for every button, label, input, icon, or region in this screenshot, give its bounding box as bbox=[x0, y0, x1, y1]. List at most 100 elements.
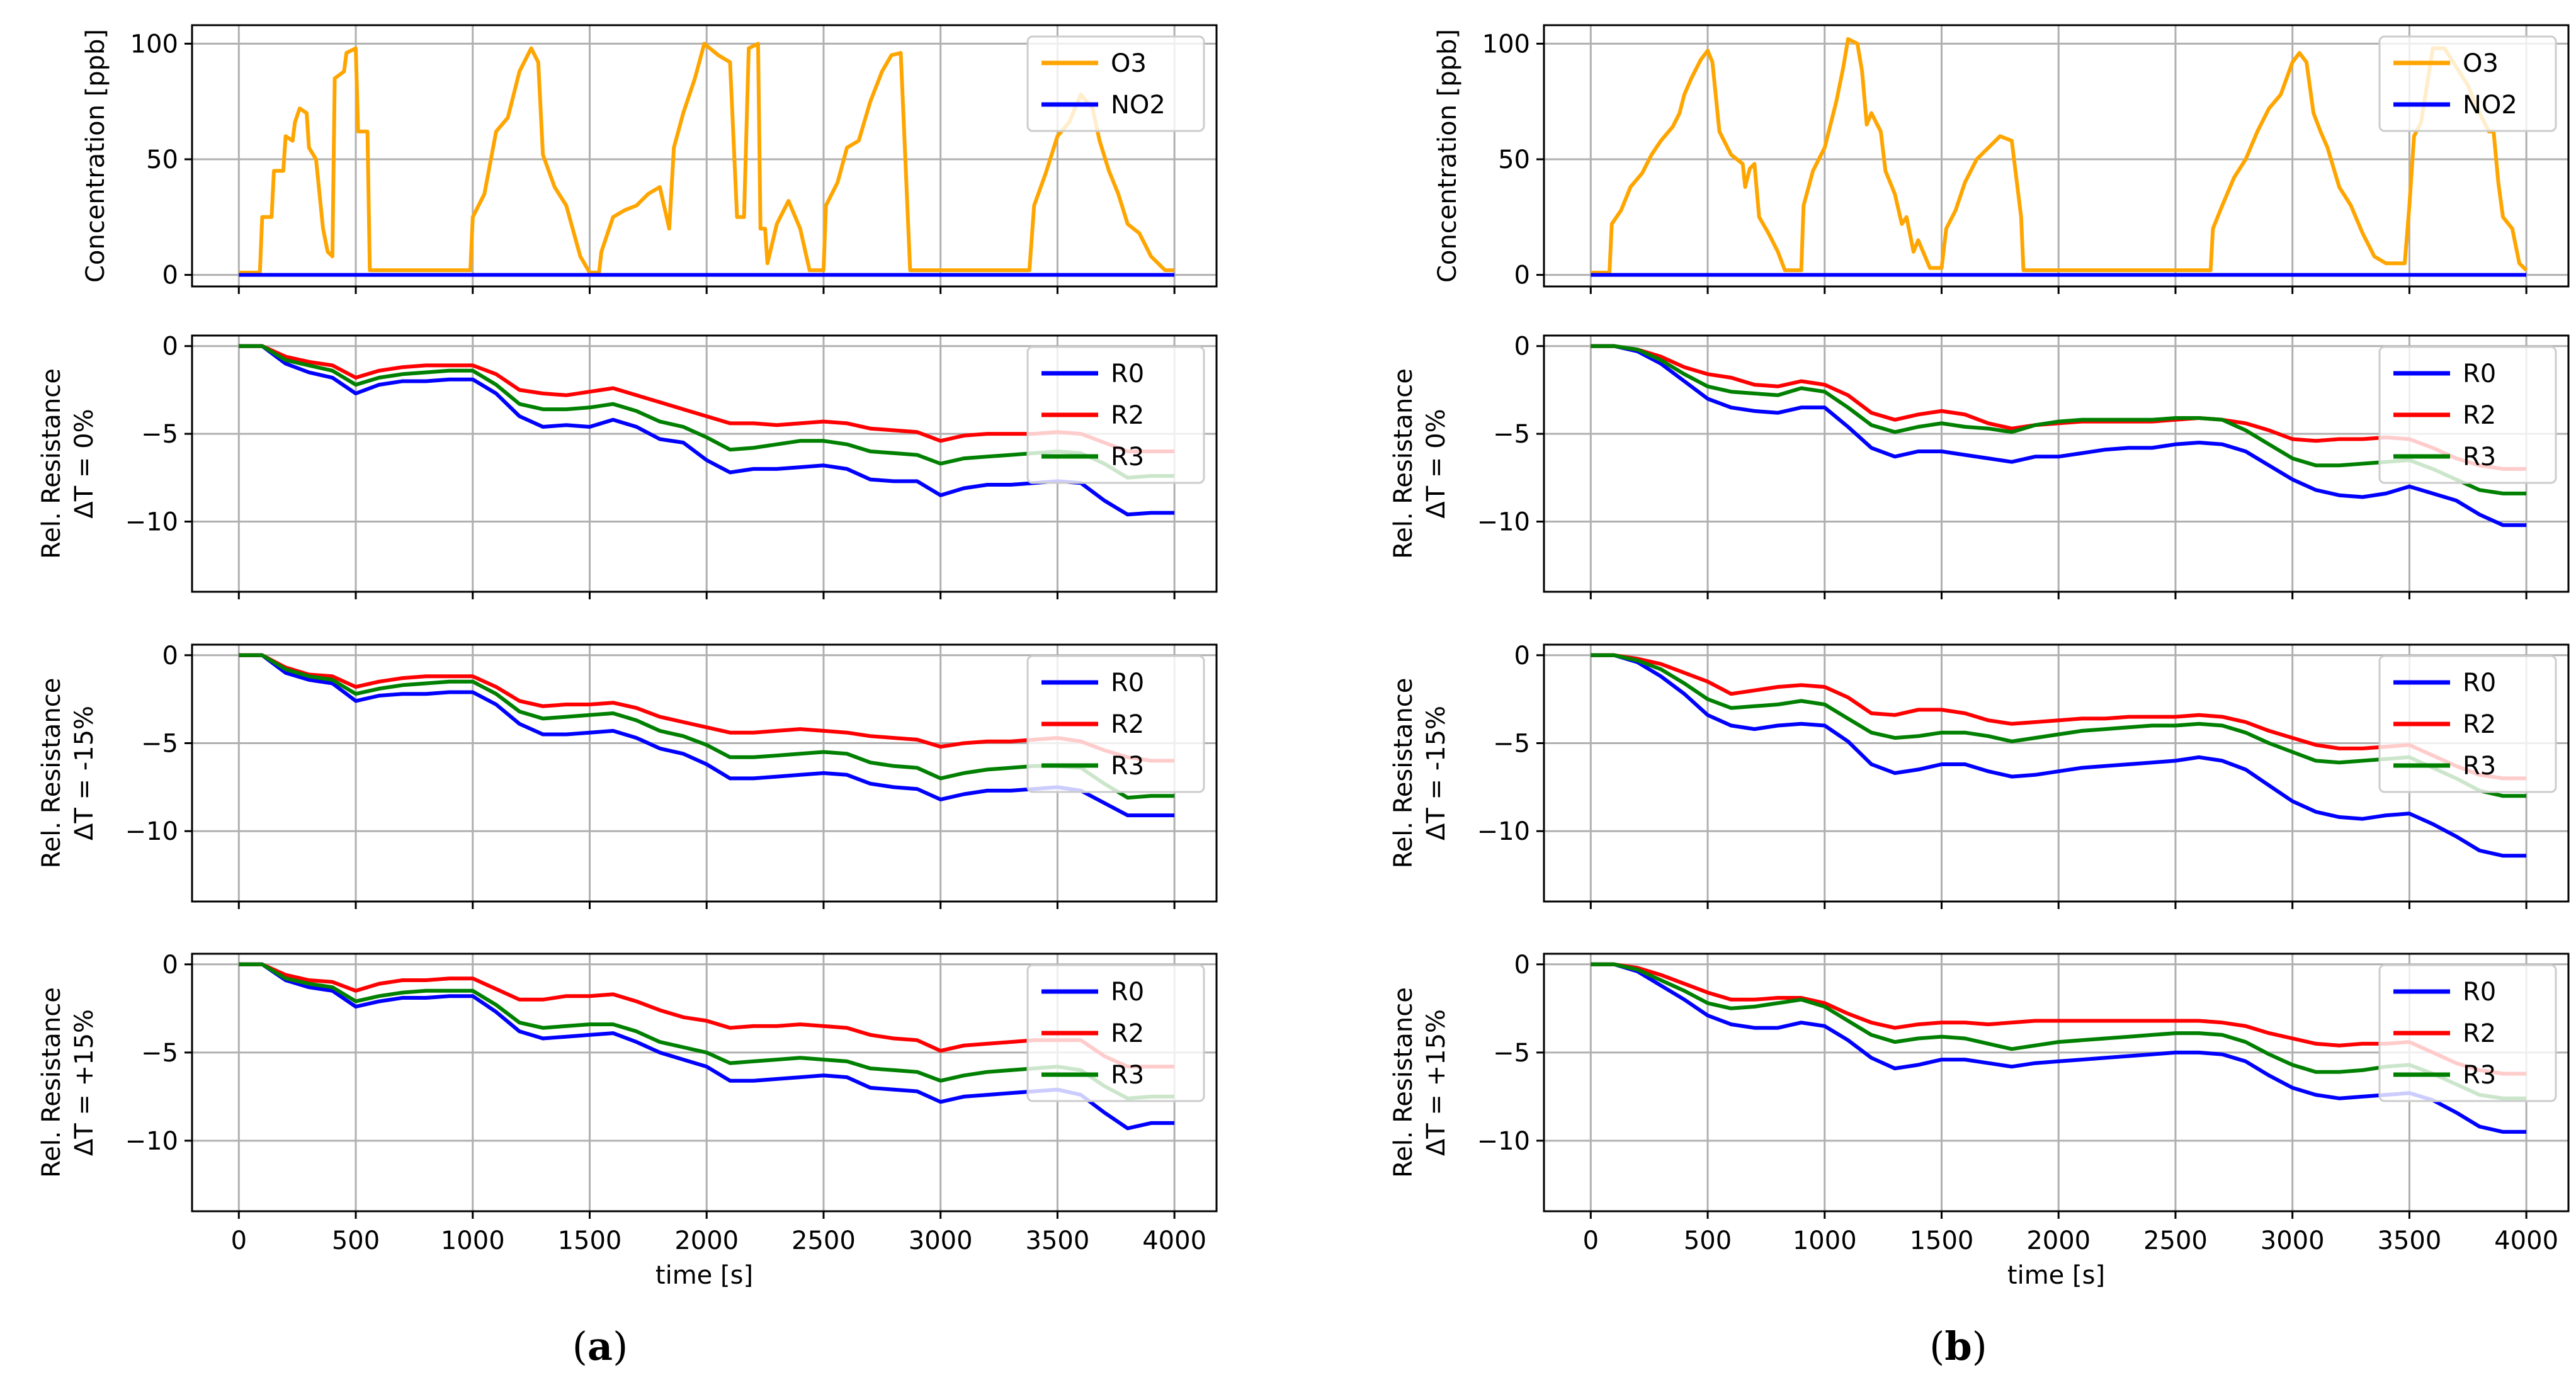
chart-b-1-ylabel: ΔT = 0% bbox=[1422, 409, 1451, 518]
chart-a-0-ytick-label: 100 bbox=[130, 30, 178, 59]
chart-b-3-xtick-label: 2500 bbox=[2143, 1226, 2208, 1255]
chart-a-2-series-r0 bbox=[239, 653, 1175, 818]
chart-b-1-frame bbox=[1543, 334, 2570, 593]
chart-b-3-ytick-label: −5 bbox=[1493, 1039, 1530, 1068]
chart-b-3-ylabel: ΔT = +15% bbox=[1422, 1009, 1451, 1156]
chart-b-0-ytick-label: 100 bbox=[1482, 30, 1530, 59]
chart-a-0-ytick-label: 50 bbox=[146, 145, 178, 174]
chart-b-3-xtick-label: 3500 bbox=[2378, 1226, 2442, 1255]
chart-a-3-xtick-label: 4000 bbox=[1142, 1226, 1206, 1255]
chart-a-1-legend bbox=[1026, 346, 1205, 484]
chart-a-3-xtick-label: 3000 bbox=[909, 1226, 973, 1255]
chart-b-2-frame bbox=[1543, 643, 2570, 903]
chart-a-0-series-o3 bbox=[239, 42, 1175, 274]
chart-a-3-xtick-label: 0 bbox=[231, 1226, 247, 1255]
chart-b-3-series-r3 bbox=[1591, 962, 2527, 1100]
chart-a-3-ytick-label: −5 bbox=[141, 1039, 178, 1068]
chart-b-3-xtick-label: 3000 bbox=[2261, 1226, 2325, 1255]
chart-b-0-frame bbox=[1543, 24, 2570, 288]
chart-a-3-series-r3 bbox=[239, 962, 1175, 1100]
chart-a-1-ytick-label: 0 bbox=[162, 332, 178, 361]
chart-b-2-ytick-label: −10 bbox=[1477, 817, 1530, 846]
chart-a-2-frame bbox=[191, 643, 1218, 903]
chart-b-2-ylabel: ΔT = -15% bbox=[1422, 706, 1451, 840]
chart-b-1-series-r0 bbox=[1591, 344, 2527, 528]
chart-a-3-xtick-label: 2500 bbox=[792, 1226, 856, 1255]
chart-b-3: 0 500 1000 1500 2000 2500 3000 3500 4000 time [s]… bbox=[1389, 951, 2570, 1290]
chart-a-2-legend-label-r0: R0 bbox=[1111, 669, 1144, 698]
chart-b-1-legend-label-r3: R3 bbox=[2463, 443, 2496, 472]
chart-a-1: 0 −5 −10 Rel. Resistance ΔT = 0% R0 R2 R3 bbox=[37, 332, 1218, 599]
chart-b-3-xtick-label: 0 bbox=[1583, 1226, 1599, 1255]
chart-b-3-legend-label-r0: R0 bbox=[2463, 978, 2496, 1007]
chart-a-3-xtick-label: 500 bbox=[332, 1226, 380, 1255]
chart-a-3-series-r0 bbox=[239, 962, 1175, 1131]
chart-b-2-ytick-label: 0 bbox=[1514, 642, 1530, 670]
chart-a-1-ytick-label: −5 bbox=[141, 420, 178, 449]
chart-a-3-ytick-label: −10 bbox=[125, 1127, 178, 1156]
chart-b-0-legend-label-no2: NO2 bbox=[2463, 91, 2517, 120]
chart-a-3-xtick-label: 2000 bbox=[674, 1226, 739, 1255]
chart-b-0-series-o3 bbox=[1591, 37, 2528, 274]
chart-a-2-series-r2 bbox=[239, 653, 1175, 763]
chart-a-3-series-r2 bbox=[239, 962, 1175, 1069]
chart-a-1-ylabel: ΔT = 0% bbox=[70, 409, 99, 518]
chart-b-3-ylabel: Rel. Resistance bbox=[1389, 987, 1418, 1178]
chart-a-1-legend-label-r0: R0 bbox=[1111, 359, 1144, 388]
chart-a-3-xlabel: time [s] bbox=[655, 1261, 753, 1290]
chart-a-0-ylabel: Concentration [ppb] bbox=[81, 29, 110, 283]
chart-b-3-legend-label-r2: R2 bbox=[2463, 1019, 2496, 1048]
chart-a-3-frame bbox=[191, 953, 1218, 1213]
chart-b-3-ytick-label: −10 bbox=[1477, 1127, 1530, 1156]
chart-b-2-legend-label-r3: R3 bbox=[2463, 752, 2496, 781]
chart-a-3: 0 500 1000 1500 2000 2500 3000 3500 4000 time [s]… bbox=[37, 951, 1218, 1290]
chart-a-3-xtick-label: 3500 bbox=[1026, 1226, 1090, 1255]
chart-b-3-ytick-label: 0 bbox=[1514, 951, 1530, 980]
chart-b-3-xtick-label: 1500 bbox=[1910, 1226, 1974, 1255]
chart-b-2-legend-label-r2: R2 bbox=[2463, 710, 2496, 739]
chart-b-3-series-r0 bbox=[1591, 962, 2527, 1134]
chart-a-2-legend-label-r2: R2 bbox=[1111, 710, 1144, 739]
chart-a-1-series-r3 bbox=[239, 344, 1175, 480]
chart-a-0-frame bbox=[191, 24, 1218, 288]
chart-a-3-legend bbox=[1026, 964, 1205, 1102]
chart-b-1-legend bbox=[2378, 346, 2557, 484]
chart-b-3-legend bbox=[2378, 964, 2557, 1102]
chart-b-1-series-r3 bbox=[1591, 344, 2527, 495]
chart-b-0-legend bbox=[2378, 35, 2557, 132]
panel-label-a: (a) bbox=[572, 1323, 628, 1369]
chart-b-1-legend-label-r2: R2 bbox=[2463, 401, 2496, 430]
chart-b-3-xtick-label: 4000 bbox=[2494, 1226, 2558, 1255]
chart-a-1-legend-label-r3: R3 bbox=[1111, 443, 1144, 472]
chart-a-0: 0 50 100 Concentration [ppb] O3 NO2 bbox=[81, 24, 1218, 294]
chart-a-2-ytick-label: −10 bbox=[125, 817, 178, 846]
plot-area: 0 50 100 Concentration [ppb] O3 NO2 0 −5 −10 Rel.… bbox=[37, 24, 2570, 1290]
chart-a-2-ylabel: ΔT = -15% bbox=[70, 706, 99, 840]
chart-a-0-ytick-label: 0 bbox=[162, 261, 178, 290]
chart-b-1-ytick-label: −5 bbox=[1493, 420, 1530, 449]
chart-b-3-xtick-label: 2000 bbox=[2026, 1226, 2091, 1255]
chart-a-3-ylabel: ΔT = +15% bbox=[70, 1009, 99, 1156]
chart-a-3-ylabel: Rel. Resistance bbox=[37, 987, 66, 1178]
chart-b-2-series-r2 bbox=[1591, 653, 2527, 781]
chart-b-1-ytick-label: 0 bbox=[1514, 332, 1530, 361]
chart-b-0-ytick-label: 50 bbox=[1498, 145, 1530, 174]
chart-b-0-legend-label-o3: O3 bbox=[2463, 49, 2499, 78]
chart-a-2-series-r3 bbox=[239, 653, 1175, 800]
chart-a-2-ytick-label: 0 bbox=[162, 642, 178, 670]
chart-b-2-legend-label-r0: R0 bbox=[2463, 669, 2496, 698]
chart-a-1-frame bbox=[191, 334, 1218, 593]
chart-a-2-ylabel: Rel. Resistance bbox=[37, 678, 66, 869]
chart-a-0-legend-label-no2: NO2 bbox=[1111, 91, 1166, 120]
chart-a-1-legend-label-r2: R2 bbox=[1111, 401, 1144, 430]
chart-b-1-ylabel: Rel. Resistance bbox=[1389, 368, 1418, 559]
chart-a-1-series-r2 bbox=[239, 344, 1175, 453]
chart-a-2-legend-label-r3: R3 bbox=[1111, 752, 1144, 781]
chart-b-1-legend-label-r0: R0 bbox=[2463, 359, 2496, 388]
chart-a-2-legend bbox=[1026, 655, 1205, 793]
chart-a-3-legend-label-r3: R3 bbox=[1111, 1061, 1144, 1090]
chart-a-1-ylabel: Rel. Resistance bbox=[37, 368, 66, 559]
chart-b-2-legend bbox=[2378, 655, 2557, 793]
chart-b-2: 0 −5 −10 Rel. Resistance ΔT = -15% R0 R2 R3 bbox=[1389, 642, 2570, 909]
